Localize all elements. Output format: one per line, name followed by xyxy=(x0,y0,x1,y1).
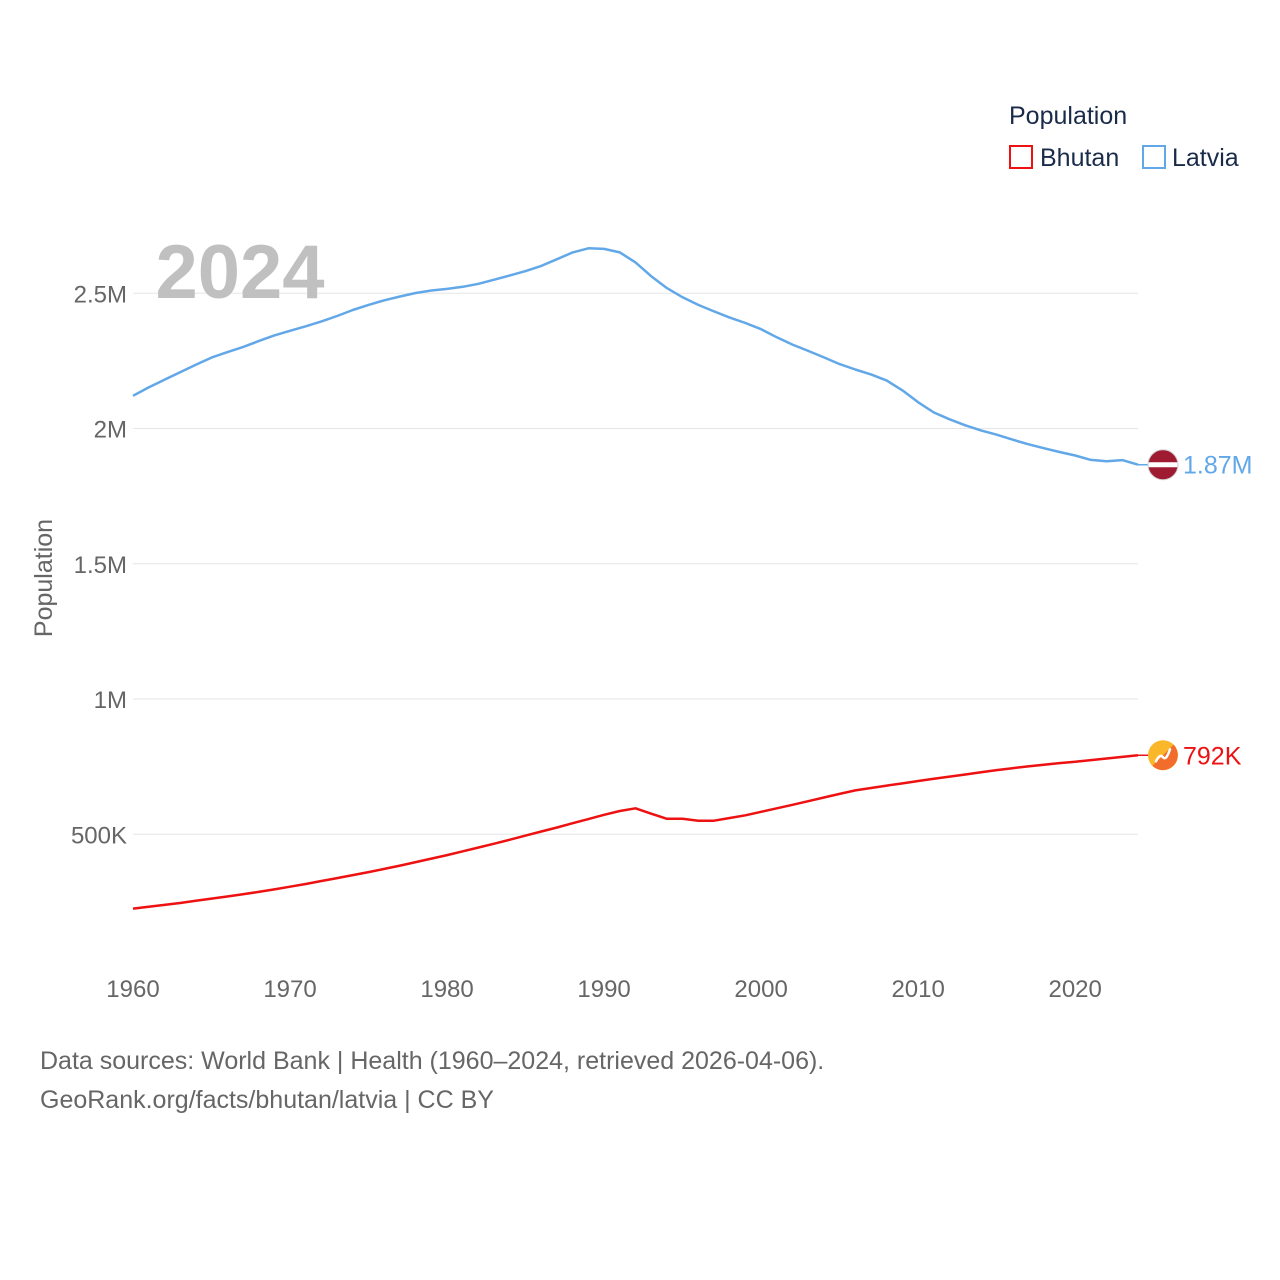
series-line-bhutan xyxy=(132,754,1139,910)
legend: Population Bhutan Latvia xyxy=(1009,102,1239,172)
y-axis-ticks: 500K 1M 1.5M 2M 2.5M xyxy=(71,281,127,849)
attribution-line: GeoRank.org/facts/bhutan/latvia | CC BY xyxy=(40,1086,494,1114)
end-value-label: 1.87M xyxy=(1183,452,1252,480)
x-tick-label: 1960 xyxy=(106,976,159,1003)
x-tick-label: 2020 xyxy=(1048,976,1101,1003)
end-markers: 792K 1.87M xyxy=(1138,449,1252,771)
series-line-latvia xyxy=(132,247,1139,466)
legend-label-bhutan: Bhutan xyxy=(1040,144,1119,172)
y-tick-label: 2M xyxy=(94,417,127,444)
x-tick-label: 2000 xyxy=(734,976,787,1003)
flag-stripe xyxy=(1148,462,1178,468)
y-tick-label: 2.5M xyxy=(74,281,127,308)
legend-label-latvia: Latvia xyxy=(1172,144,1239,172)
legend-swatch-bhutan xyxy=(1009,145,1033,169)
source-footer: Data sources: World Bank | Health (1960–… xyxy=(40,1042,824,1120)
x-tick-label: 1990 xyxy=(577,976,630,1003)
legend-swatch-latvia xyxy=(1142,145,1166,169)
legend-item-latvia[interactable]: Latvia xyxy=(1142,144,1239,172)
flag-border xyxy=(1147,449,1179,481)
gridlines xyxy=(133,292,1138,835)
legend-title: Population xyxy=(1009,102,1127,130)
y-tick-label: 1.5M xyxy=(74,552,127,579)
x-axis-ticks: 1960 1970 1980 1990 2000 2010 2020 xyxy=(106,976,1102,1003)
y-tick-label: 500K xyxy=(71,822,127,849)
latvia-flag-icon xyxy=(1147,449,1179,481)
series-lines xyxy=(132,247,1139,910)
source-line: Data sources: World Bank | Health (1960–… xyxy=(40,1047,825,1075)
end-value-label: 792K xyxy=(1183,742,1242,770)
y-axis-title: Population xyxy=(30,519,58,637)
x-tick-label: 1980 xyxy=(420,976,473,1003)
legend-item-bhutan[interactable]: Bhutan xyxy=(1009,144,1119,172)
bhutan-flag-icon xyxy=(1148,740,1178,771)
current-year-label: 2024 xyxy=(155,230,324,315)
x-tick-label: 1970 xyxy=(263,976,316,1003)
flag-dragon xyxy=(1154,748,1172,763)
population-line-chart: 2024 500K 1M 1.5M 2M 2.5M 1960 1970 1980 1990 20… xyxy=(30,102,1252,1003)
x-tick-label: 2010 xyxy=(891,976,944,1003)
y-tick-label: 1M xyxy=(94,687,127,714)
